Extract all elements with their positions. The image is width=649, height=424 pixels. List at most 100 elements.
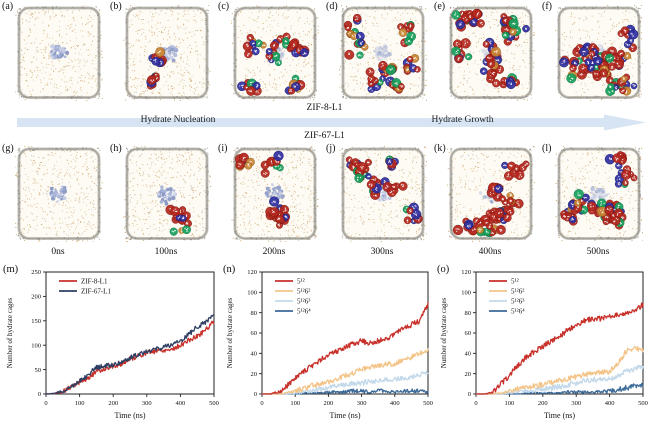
process-arrow-band: Hydrate Nucleation Hydrate Growth xyxy=(0,114,649,131)
svg-text:300: 300 xyxy=(357,400,367,407)
svg-text:200: 200 xyxy=(538,400,548,407)
snapshot-panel-c: (c) xyxy=(216,0,324,103)
simulation-box-image xyxy=(339,5,427,101)
simulation-box-image xyxy=(123,5,211,101)
snapshot-panel-i: (i) xyxy=(216,142,324,245)
panel-letter: (b) xyxy=(110,1,122,12)
svg-text:120: 120 xyxy=(247,269,257,276)
svg-text:60: 60 xyxy=(465,330,472,337)
svg-text:5¹²6²: 5¹²6² xyxy=(297,288,310,296)
chart-letter: (m) xyxy=(3,264,19,275)
chart-n-zif8-cage-types: (n) 0 100 200 300 400 500 0 20 40 60 80 100 120 Time … xyxy=(220,262,434,424)
snapshot-panel-e: (e) xyxy=(432,0,540,103)
simulation-box-image xyxy=(231,5,319,101)
svg-text:Time (ns): Time (ns) xyxy=(114,411,145,420)
process-band: ZIF-8-L1 Hydrate Nucleation Hydrate Grow… xyxy=(0,103,649,142)
svg-text:100: 100 xyxy=(505,400,515,407)
snapshot-panel-a: (a) xyxy=(0,0,108,103)
simulation-box-image xyxy=(231,146,319,242)
chart-m-plot: 0 100 200 300 400 500 0 50 100 150 200 250 Time (ns)… xyxy=(6,269,219,420)
charts-row: (m) 0 100 200 300 400 500 0 50 100 150 200 250 Time … xyxy=(0,262,649,424)
svg-text:100: 100 xyxy=(31,342,41,349)
panel-letter: (h) xyxy=(110,143,122,154)
svg-text:0: 0 xyxy=(44,400,47,407)
svg-text:5¹²6⁴: 5¹²6⁴ xyxy=(297,308,311,316)
snapshot-panel-d: (d) xyxy=(324,0,432,103)
svg-text:40: 40 xyxy=(465,351,472,358)
simulation-box-image xyxy=(447,146,535,242)
svg-text:200: 200 xyxy=(324,400,334,407)
svg-text:120: 120 xyxy=(461,269,471,276)
hydrate-nucleation-label: Hydrate Nucleation xyxy=(140,115,216,125)
svg-text:5¹²6²: 5¹²6² xyxy=(511,288,524,296)
chart-m-cage-count-comparison: (m) 0 100 200 300 400 500 0 50 100 150 200 250 Time … xyxy=(0,262,220,424)
svg-text:20: 20 xyxy=(465,371,472,378)
svg-text:500: 500 xyxy=(209,400,219,407)
svg-text:100: 100 xyxy=(461,290,471,297)
svg-text:Number of hydrate cages: Number of hydrate cages xyxy=(6,297,14,368)
svg-text:20: 20 xyxy=(251,371,258,378)
panel-letter: (a) xyxy=(2,1,14,12)
svg-text:80: 80 xyxy=(251,310,258,317)
svg-text:400: 400 xyxy=(176,400,186,407)
svg-text:Number of hydrate cages: Number of hydrate cages xyxy=(226,297,234,368)
simulation-box-image xyxy=(447,5,535,101)
chart-o-zif67-cage-types: (o) 0 100 200 300 400 500 0 20 40 60 80 100 120 Time … xyxy=(434,262,649,424)
time-label-row: 0ns 100ns 200ns 300ns 400ns 500ns xyxy=(0,246,649,261)
svg-text:5¹²6⁴: 5¹²6⁴ xyxy=(511,308,525,316)
snapshot-panel-b: (b) xyxy=(108,0,216,103)
chart-o-plot: 0 100 200 300 400 500 0 20 40 60 80 100 120 Time (ns)… xyxy=(440,269,648,420)
snapshot-panel-g: (g) xyxy=(0,142,108,245)
snapshot-panel-l: (l) xyxy=(540,142,649,245)
svg-text:200: 200 xyxy=(31,294,41,301)
svg-text:5¹²6³: 5¹²6³ xyxy=(511,298,524,306)
time-label-300ns: 300ns xyxy=(370,247,394,257)
svg-text:40: 40 xyxy=(251,351,258,358)
time-label-500ns: 500ns xyxy=(586,247,610,257)
process-arrow xyxy=(17,114,646,131)
simulation-box-image xyxy=(15,5,103,101)
time-label-100ns: 100ns xyxy=(154,247,178,257)
svg-text:100: 100 xyxy=(290,400,300,407)
snapshot-row-zif8: (a) (b) (c) (d) (e) (f) xyxy=(0,0,649,103)
time-label-200ns: 200ns xyxy=(262,247,286,257)
svg-text:500: 500 xyxy=(423,400,433,407)
svg-text:60: 60 xyxy=(251,330,258,337)
svg-text:500: 500 xyxy=(638,400,648,407)
time-label-0ns: 0ns xyxy=(51,247,65,257)
svg-text:0: 0 xyxy=(254,391,257,398)
simulation-box-image xyxy=(15,146,103,242)
svg-text:200: 200 xyxy=(108,400,118,407)
snapshot-panel-f: (f) xyxy=(540,0,649,103)
simulation-box-image xyxy=(123,146,211,242)
panel-letter: (g) xyxy=(2,143,14,154)
svg-text:0: 0 xyxy=(468,391,471,398)
svg-text:5¹²: 5¹² xyxy=(297,278,305,286)
hydrate-growth-label: Hydrate Growth xyxy=(431,115,494,125)
zif67-system-label: ZIF-67-L1 xyxy=(304,131,345,141)
snapshot-panel-k: (k) xyxy=(432,142,540,245)
panel-letter: (e) xyxy=(434,1,446,12)
svg-text:150: 150 xyxy=(31,318,41,325)
chart-letter: (n) xyxy=(223,264,236,275)
panel-letter: (f) xyxy=(542,1,552,12)
time-label-400ns: 400ns xyxy=(478,247,502,257)
svg-text:Number of hydrate cages: Number of hydrate cages xyxy=(440,297,448,368)
svg-text:100: 100 xyxy=(75,400,85,407)
svg-text:0: 0 xyxy=(38,391,41,398)
svg-text:ZIF-8-L1: ZIF-8-L1 xyxy=(81,278,108,286)
svg-text:250: 250 xyxy=(31,269,41,276)
svg-text:5¹²6³: 5¹²6³ xyxy=(297,298,310,306)
zif8-system-label: ZIF-8-L1 xyxy=(306,103,343,113)
simulation-box-image xyxy=(555,5,643,101)
chart-n-plot: 0 100 200 300 400 500 0 20 40 60 80 100 120 Time (ns)… xyxy=(226,269,433,420)
svg-text:400: 400 xyxy=(605,400,615,407)
simulation-box-image xyxy=(339,146,427,242)
svg-text:400: 400 xyxy=(390,400,400,407)
svg-text:0: 0 xyxy=(260,400,263,407)
panel-letter: (c) xyxy=(218,1,230,12)
snapshot-panel-j: (j) xyxy=(324,142,432,245)
svg-text:ZIF-67-L1: ZIF-67-L1 xyxy=(81,288,111,296)
panel-letter: (k) xyxy=(434,143,446,154)
